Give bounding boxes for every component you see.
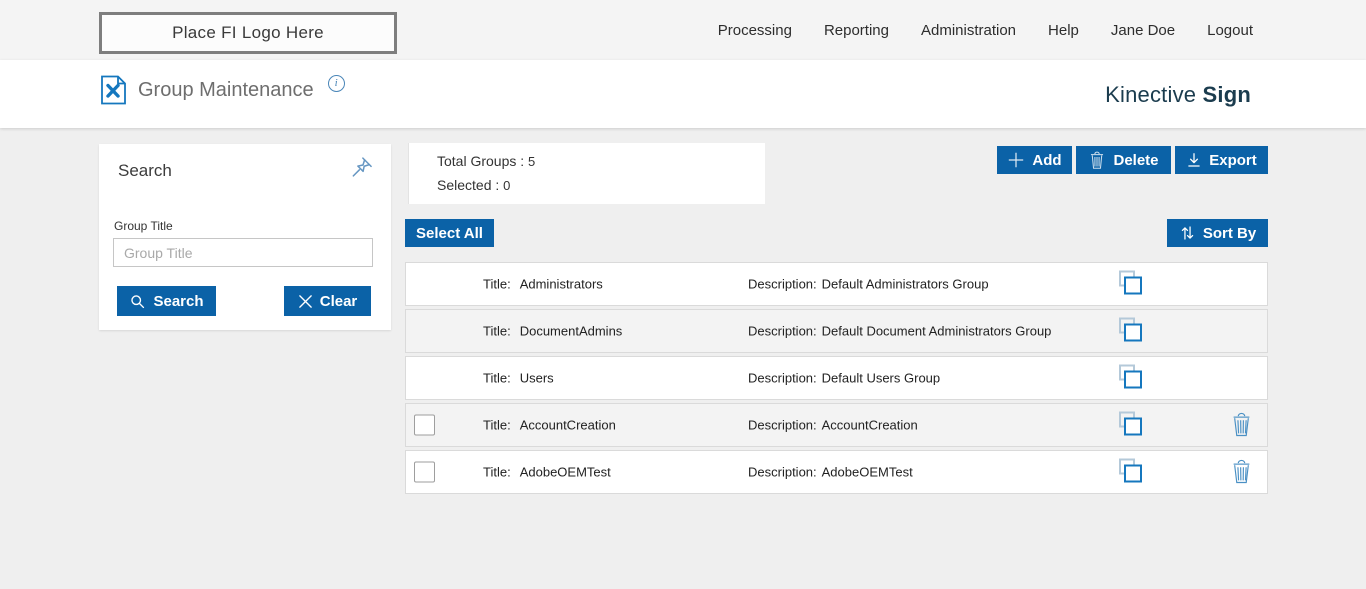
title-value: Administrators xyxy=(519,276,603,292)
summary-box: Total Groups : 5 Selected : 0 xyxy=(408,143,765,204)
table-row: Title: DocumentAdmins Description: Default… xyxy=(405,309,1268,353)
description-value: AccountCreation xyxy=(821,417,918,433)
nav-processing[interactable]: Processing xyxy=(717,21,792,39)
row-title-cell: Title: AdobeOEMTest xyxy=(483,465,611,480)
row-description-cell: Description: Default Administrators Group xyxy=(748,277,989,292)
page-title: Group Maintenance xyxy=(138,78,314,101)
row-title-cell: Title: Users xyxy=(483,371,554,386)
trash-icon xyxy=(1091,151,1104,169)
copy-icon-front xyxy=(1124,370,1142,389)
pin-icon[interactable] xyxy=(349,154,375,180)
description-label: Description: xyxy=(748,464,817,480)
info-icon[interactable]: i xyxy=(327,74,345,92)
title-label: Title: xyxy=(483,417,511,433)
delete-button[interactable]: Delete xyxy=(1076,146,1171,174)
description-label: Description: xyxy=(748,323,817,339)
brand-regular: Kinective xyxy=(1105,82,1197,107)
copy-icon-front xyxy=(1124,276,1142,295)
fi-logo-placeholder: Place FI Logo Here xyxy=(99,12,397,54)
groups-table: Title: Administrators Description: Default… xyxy=(405,262,1268,497)
nav-help[interactable]: Help xyxy=(1048,21,1079,39)
trash-icon[interactable] xyxy=(1231,459,1252,485)
title-value: AccountCreation xyxy=(519,417,616,433)
selected-count-value: 0 xyxy=(503,178,511,193)
search-button[interactable]: Search xyxy=(117,286,216,316)
nav-logout[interactable]: Logout xyxy=(1207,21,1253,39)
group-title-label: Group Title xyxy=(114,219,173,233)
table-row: Title: AdobeOEMTest Description: AdobeOEMT… xyxy=(405,450,1268,494)
description-value: Default Document Administrators Group xyxy=(821,323,1052,339)
copy-icon-front xyxy=(1124,323,1142,342)
description-label: Description: xyxy=(748,417,817,433)
fi-logo-text: Place FI Logo Here xyxy=(172,23,324,42)
copy-icon[interactable] xyxy=(1119,458,1145,486)
close-icon xyxy=(298,294,312,308)
copy-icon[interactable] xyxy=(1119,317,1145,345)
export-button[interactable]: Export xyxy=(1175,146,1268,174)
add-button[interactable]: Add xyxy=(997,146,1072,174)
row-description-cell: Description: AdobeOEMTest xyxy=(748,465,913,480)
row-title-cell: Title: DocumentAdmins xyxy=(483,324,622,339)
nav-administration[interactable]: Administration xyxy=(920,21,1017,39)
title-label: Title: xyxy=(483,323,511,339)
clear-button[interactable]: Clear xyxy=(284,286,371,316)
copy-icon[interactable] xyxy=(1119,364,1145,392)
group-title-input[interactable] xyxy=(113,238,373,267)
row-checkbox[interactable] xyxy=(414,414,435,436)
top-nav: Processing Reporting Administration Help… xyxy=(718,0,1253,60)
group-maintenance-icon xyxy=(101,75,126,105)
copy-icon-front xyxy=(1124,417,1142,436)
title-label: Title: xyxy=(483,370,511,386)
selected-count: Selected : 0 xyxy=(437,177,511,193)
description-value: Default Users Group xyxy=(821,370,941,386)
title-value: Users xyxy=(519,370,554,386)
brand-logo: Kinective Sign xyxy=(1105,82,1251,108)
total-groups: Total Groups : 5 xyxy=(437,153,536,169)
title-label: Title: xyxy=(483,276,511,292)
description-value: AdobeOEMTest xyxy=(821,464,913,480)
brand-bold: Sign xyxy=(1202,82,1251,107)
row-title-cell: Title: Administrators xyxy=(483,277,603,292)
search-panel-title: Search xyxy=(118,161,172,180)
nav-reporting[interactable]: Reporting xyxy=(823,21,889,39)
row-checkbox[interactable] xyxy=(414,461,435,483)
sort-by-button[interactable]: Sort By xyxy=(1167,219,1268,247)
description-label: Description: xyxy=(748,370,817,386)
copy-icon[interactable] xyxy=(1119,270,1145,298)
description-label: Description: xyxy=(748,276,817,292)
total-groups-count: 5 xyxy=(528,154,536,169)
table-row: Title: AccountCreation Description: Accoun… xyxy=(405,403,1268,447)
table-row: Title: Administrators Description: Default… xyxy=(405,262,1268,306)
search-panel: Search Group Title Search Clear xyxy=(99,144,391,330)
title-label: Title: xyxy=(483,464,511,480)
search-icon xyxy=(131,294,145,308)
row-title-cell: Title: AccountCreation xyxy=(483,418,616,433)
page-title-wrap: Group Maintenance i xyxy=(100,74,345,105)
row-description-cell: Description: Default Document Administrat… xyxy=(748,324,1051,339)
title-value: AdobeOEMTest xyxy=(519,464,611,480)
copy-icon-front xyxy=(1124,464,1142,483)
download-icon xyxy=(1188,152,1200,167)
plus-icon xyxy=(1009,152,1024,168)
row-description-cell: Description: AccountCreation xyxy=(748,418,918,433)
nav-user-name[interactable]: Jane Doe xyxy=(1110,21,1176,39)
select-all-button[interactable]: Select All xyxy=(405,219,494,247)
row-description-cell: Description: Default Users Group xyxy=(748,371,940,386)
description-value: Default Administrators Group xyxy=(821,276,989,292)
sort-icon xyxy=(1181,226,1194,240)
top-header: Place FI Logo Here Processing Reporting … xyxy=(0,0,1366,60)
trash-icon[interactable] xyxy=(1231,412,1252,438)
copy-icon[interactable] xyxy=(1119,411,1145,439)
table-row: Title: Users Description: Default Users Gr… xyxy=(405,356,1268,400)
title-value: DocumentAdmins xyxy=(519,323,623,339)
sub-header: Group Maintenance i Kinective Sign xyxy=(0,60,1366,128)
